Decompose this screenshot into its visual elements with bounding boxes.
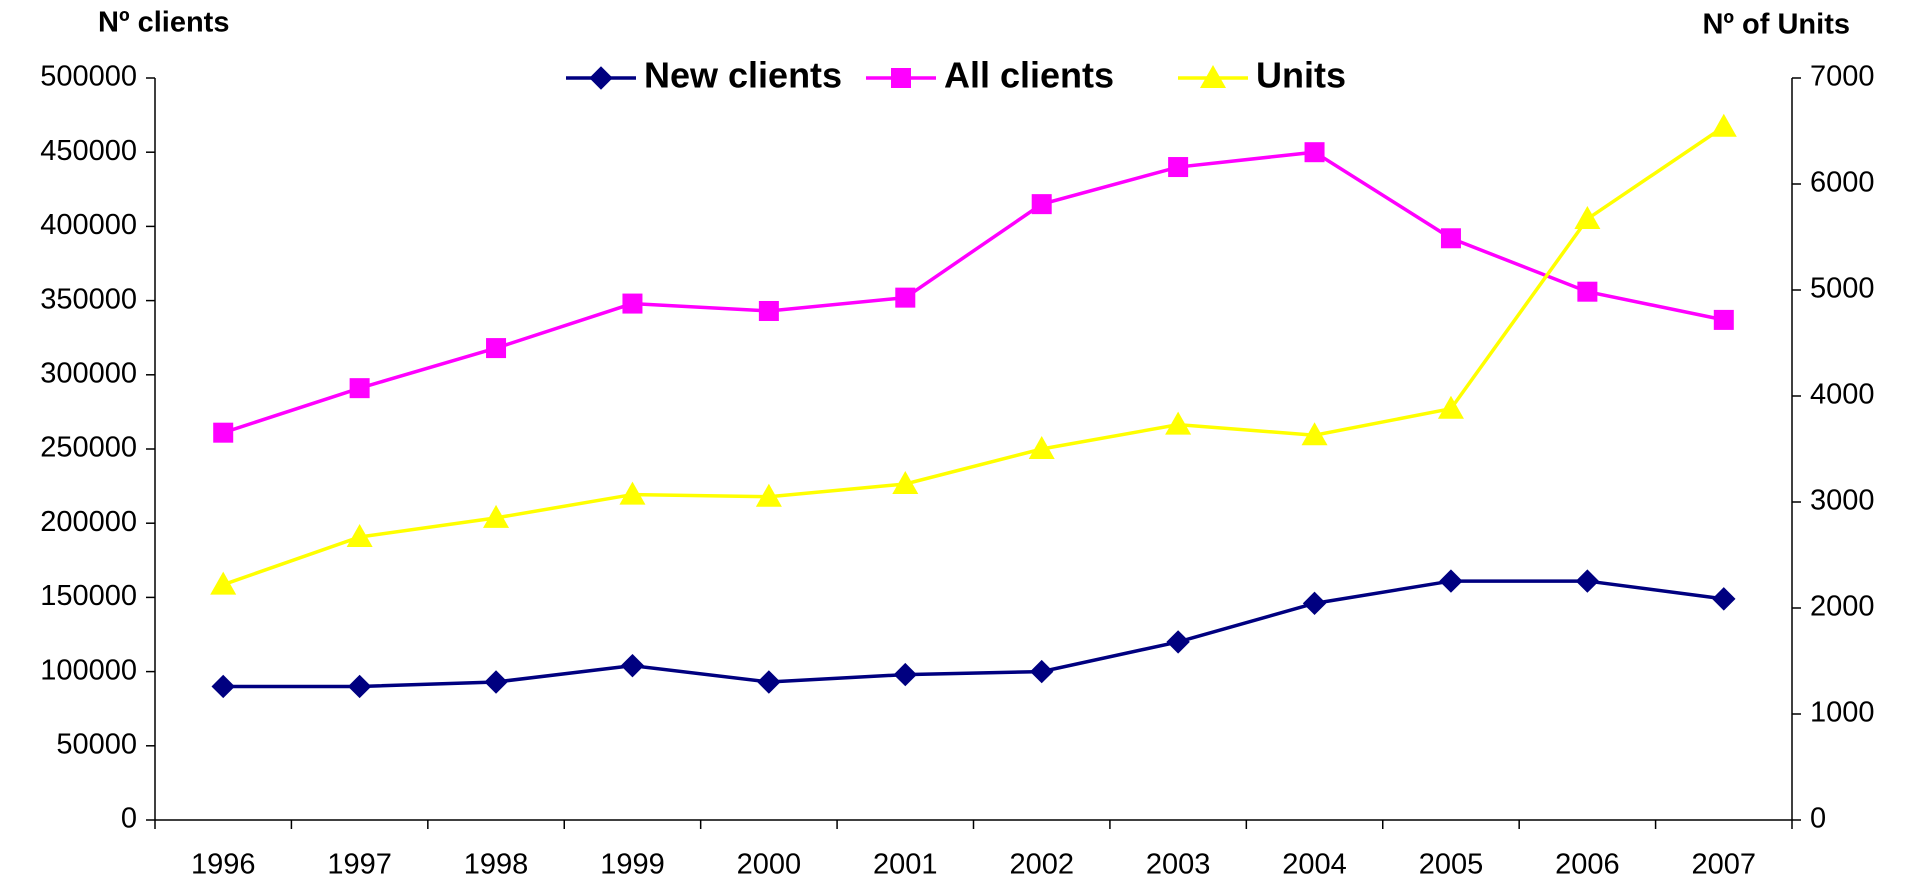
y2-tick-label: 4000	[1810, 379, 1875, 411]
y-tick-label: 100000	[40, 654, 137, 686]
marker	[1028, 436, 1055, 459]
marker	[211, 674, 235, 699]
x-tick-label: 1998	[464, 849, 529, 881]
marker	[346, 523, 373, 547]
y-tick-label: 0	[121, 803, 137, 835]
marker	[1712, 587, 1736, 611]
marker	[486, 338, 507, 359]
legend-label: New clients	[644, 55, 842, 96]
marker	[483, 504, 510, 528]
y-tick-label: 500000	[40, 61, 137, 93]
marker	[210, 571, 237, 595]
marker	[620, 653, 645, 678]
marker	[589, 66, 613, 90]
y-tick-label: 300000	[40, 357, 137, 389]
marker	[895, 287, 916, 308]
marker	[1168, 157, 1189, 178]
y-tick-label: 450000	[40, 135, 137, 167]
y2-tick-label: 3000	[1810, 485, 1875, 517]
marker	[1030, 659, 1054, 684]
x-tick-label: 2007	[1692, 849, 1757, 881]
x-tick-label: 2001	[873, 849, 938, 881]
y2-tick-label: 1000	[1810, 697, 1875, 729]
marker	[347, 674, 372, 699]
marker	[1440, 228, 1461, 249]
marker	[757, 670, 781, 694]
series-line	[222, 150, 1725, 435]
marker	[1437, 395, 1464, 419]
marker	[622, 293, 643, 314]
marker	[893, 662, 917, 687]
y-tick-label: 200000	[40, 506, 137, 538]
y-tick-label: 50000	[56, 728, 137, 760]
x-tick-label: 2000	[737, 849, 802, 881]
marker	[1165, 411, 1192, 435]
marker	[755, 483, 782, 507]
marker	[1577, 281, 1598, 302]
marker	[1301, 422, 1328, 446]
marker	[891, 68, 911, 88]
marker	[758, 300, 779, 321]
y-tick-label: 400000	[40, 209, 137, 241]
y2-tick-label: 6000	[1810, 167, 1875, 199]
legend-label: Units	[1256, 55, 1346, 96]
marker	[1575, 569, 1600, 593]
marker	[1200, 65, 1226, 88]
y-tick-label: 150000	[40, 580, 137, 612]
x-tick-label: 2002	[1009, 849, 1074, 881]
y2-axis-title: Nº of Units	[1702, 9, 1850, 41]
marker	[892, 470, 919, 494]
x-tick-label: 2005	[1419, 849, 1484, 881]
series-line	[223, 579, 1725, 689]
marker	[1031, 194, 1052, 215]
marker	[1166, 630, 1190, 654]
marker	[619, 481, 646, 505]
x-tick-label: 1999	[600, 849, 665, 881]
marker	[213, 422, 234, 443]
y-tick-label: 350000	[40, 283, 137, 315]
x-tick-label: 1997	[327, 849, 392, 881]
marker	[1574, 205, 1601, 229]
marker	[1713, 309, 1734, 330]
marker	[1304, 142, 1325, 163]
x-tick-label: 1996	[191, 849, 256, 881]
y-axis-title: Nº clients	[98, 7, 229, 39]
y-tick-label: 250000	[40, 432, 137, 464]
legend-label: All clients	[944, 55, 1114, 96]
x-tick-label: 2004	[1282, 849, 1347, 881]
marker	[349, 378, 370, 399]
y2-tick-label: 2000	[1810, 591, 1875, 623]
x-tick-label: 2003	[1146, 849, 1211, 881]
y2-tick-label: 7000	[1810, 61, 1875, 93]
y2-tick-label: 0	[1810, 803, 1826, 835]
marker	[1302, 591, 1327, 616]
y2-tick-label: 5000	[1810, 273, 1875, 305]
marker	[1710, 113, 1737, 137]
marker	[1439, 569, 1463, 593]
marker	[484, 670, 508, 694]
series-line	[222, 125, 1725, 587]
x-tick-label: 2006	[1555, 849, 1620, 881]
